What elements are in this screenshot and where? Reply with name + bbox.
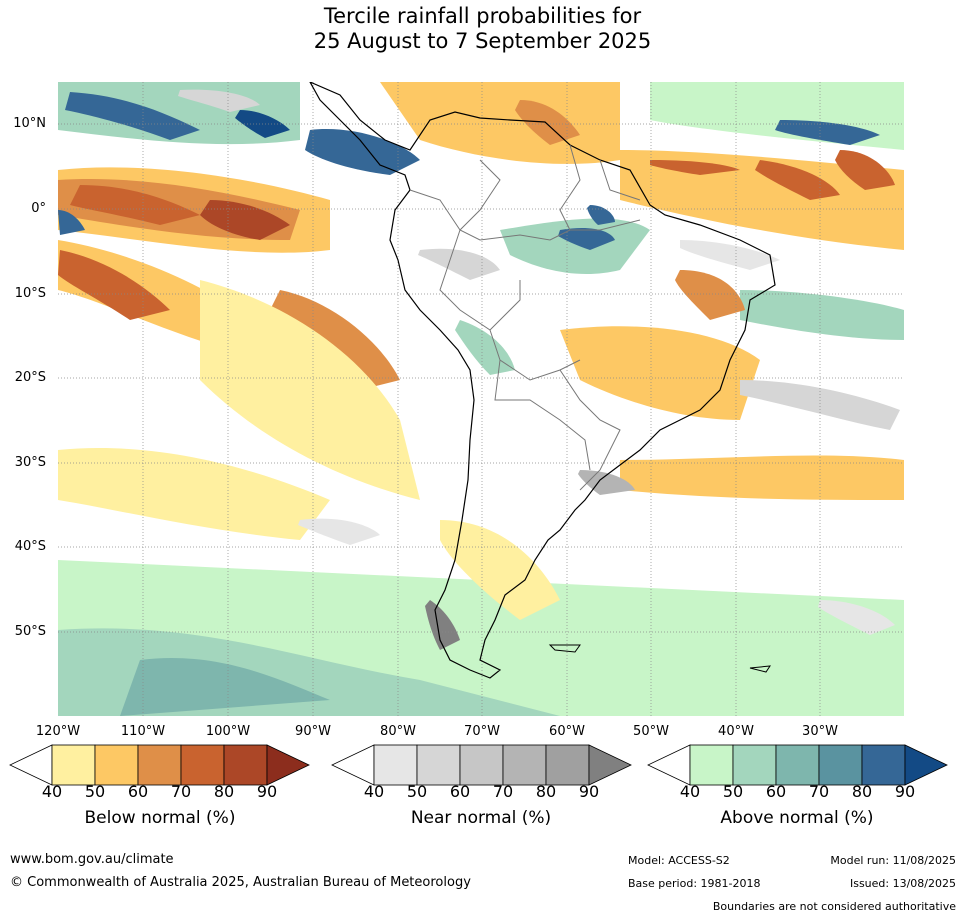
below-tick-70: 70 (170, 782, 192, 801)
above-tick-70: 70 (808, 782, 830, 801)
lon-label-50w: 50°W (633, 724, 669, 739)
below-tick-60: 60 (127, 782, 149, 801)
lon-label-40w: 40°W (718, 724, 754, 739)
above-tick-80: 80 (851, 782, 873, 801)
below-tick-90: 90 (256, 782, 278, 801)
website-link[interactable]: www.bom.gov.au/climate (10, 852, 174, 867)
copyright-text: © Commonwealth of Australia 2025, Austra… (10, 875, 471, 890)
disclaimer-text: Boundaries are not considered authoritat… (712, 900, 956, 913)
lat-label-20s: 20°S (14, 370, 46, 385)
graticule (58, 82, 904, 716)
above-tick-40: 40 (679, 782, 701, 801)
issued-text: Issued: 13/08/2025 (849, 877, 956, 890)
title-line-1: Tercile rainfall probabilities for (323, 4, 642, 28)
colorbar-near-normal (331, 744, 632, 786)
probability-field (58, 82, 904, 716)
lon-label-60w: 60°W (549, 724, 585, 739)
map-title: Tercile rainfall probabilities for 25 Au… (0, 4, 965, 54)
lat-label-0: 0° (31, 201, 46, 216)
lon-label-80w: 80°W (380, 724, 416, 739)
above-tick-90: 90 (894, 782, 916, 801)
near-tick-90: 90 (578, 782, 600, 801)
lon-label-100w: 100°W (205, 724, 251, 739)
below-tick-40: 40 (41, 782, 63, 801)
lat-label-10s: 10°S (14, 286, 46, 301)
colorbar-title-above: Above normal (%) (720, 808, 874, 828)
near-tick-50: 50 (406, 782, 428, 801)
lat-label-50s: 50°S (14, 624, 46, 639)
above-tick-60: 60 (765, 782, 787, 801)
near-tick-40: 40 (363, 782, 385, 801)
colorbar-above-normal (647, 744, 948, 786)
lon-label-30w: 30°W (802, 724, 838, 739)
title-line-2: 25 August to 7 September 2025 (313, 29, 652, 53)
near-tick-60: 60 (449, 782, 471, 801)
above-tick-50: 50 (722, 782, 744, 801)
lon-label-120w: 120°W (35, 724, 81, 739)
below-tick-80: 80 (213, 782, 235, 801)
colorbar-title-near: Near normal (%) (410, 808, 552, 828)
below-tick-50: 50 (84, 782, 106, 801)
lon-label-70w: 70°W (464, 724, 500, 739)
model-run-text: Model run: 11/08/2025 (830, 854, 956, 867)
lat-label-40s: 40°S (14, 539, 46, 554)
near-tick-80: 80 (535, 782, 557, 801)
lat-label-10n: 10°N (13, 116, 46, 131)
near-tick-70: 70 (492, 782, 514, 801)
model-text: Model: ACCESS-S2 (628, 854, 730, 867)
colorbar-below-normal (9, 744, 310, 786)
base-period-text: Base period: 1981-2018 (628, 877, 761, 890)
coastline (309, 82, 776, 679)
lon-label-90w: 90°W (295, 724, 331, 739)
lat-label-30s: 30°S (14, 455, 46, 470)
lon-label-110w: 110°W (120, 724, 166, 739)
colorbar-title-below: Below normal (%) (84, 808, 236, 828)
